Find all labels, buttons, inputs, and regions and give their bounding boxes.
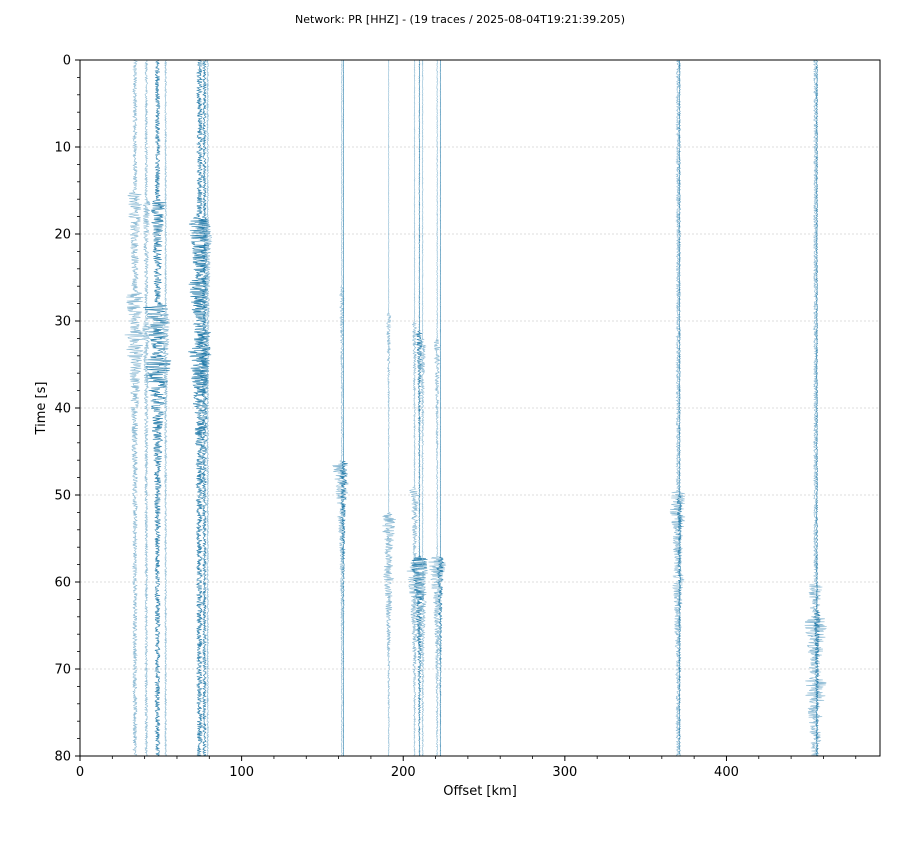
- seismic-trace: [161, 59, 170, 757]
- y-tick-label: 40: [54, 402, 71, 417]
- x-tick-label: 300: [552, 765, 577, 780]
- y-axis-label: Time [s]: [34, 382, 49, 436]
- seismic-trace: [141, 59, 151, 757]
- seismic-trace: [410, 59, 428, 757]
- y-tick-label: 30: [54, 315, 71, 330]
- x-tick-label: 0: [76, 765, 84, 780]
- seismic-trace: [676, 59, 683, 756]
- seismic-trace: [406, 59, 423, 757]
- y-tick-label: 60: [54, 576, 71, 591]
- seismic-traces: [124, 59, 827, 757]
- chart-title: Network: PR [HHZ] - (19 traces / 2025-08…: [295, 13, 625, 26]
- y-tick-label: 10: [54, 141, 71, 156]
- y-tick-label: 20: [54, 228, 71, 243]
- y-tick-label: 0: [63, 54, 71, 69]
- seismic-trace: [381, 59, 396, 757]
- seismic-trace: [813, 59, 821, 757]
- seismic-trace: [143, 59, 172, 757]
- seismic-trace: [202, 59, 213, 757]
- x-tick-label: 200: [391, 765, 416, 780]
- x-tick-label: 100: [229, 765, 254, 780]
- y-tick-label: 70: [54, 663, 71, 678]
- seismic-trace: [188, 59, 212, 757]
- x-axis-label: Offset [km]: [443, 784, 517, 799]
- seismic-trace: [124, 59, 146, 757]
- x-tick-label: 400: [714, 765, 739, 780]
- seismic-trace: [339, 59, 348, 757]
- y-tick-label: 50: [54, 489, 71, 504]
- x-axis-ticks: 0 100 200 300 400: [76, 756, 857, 780]
- seismic-trace: [332, 59, 349, 757]
- y-axis-ticks: 0 10 20 30 40 50 60 70 80: [54, 54, 80, 765]
- seismic-trace: [435, 60, 444, 757]
- y-tick-label: 80: [54, 750, 71, 765]
- seismic-trace: [416, 59, 428, 757]
- seismic-trace: [428, 59, 447, 757]
